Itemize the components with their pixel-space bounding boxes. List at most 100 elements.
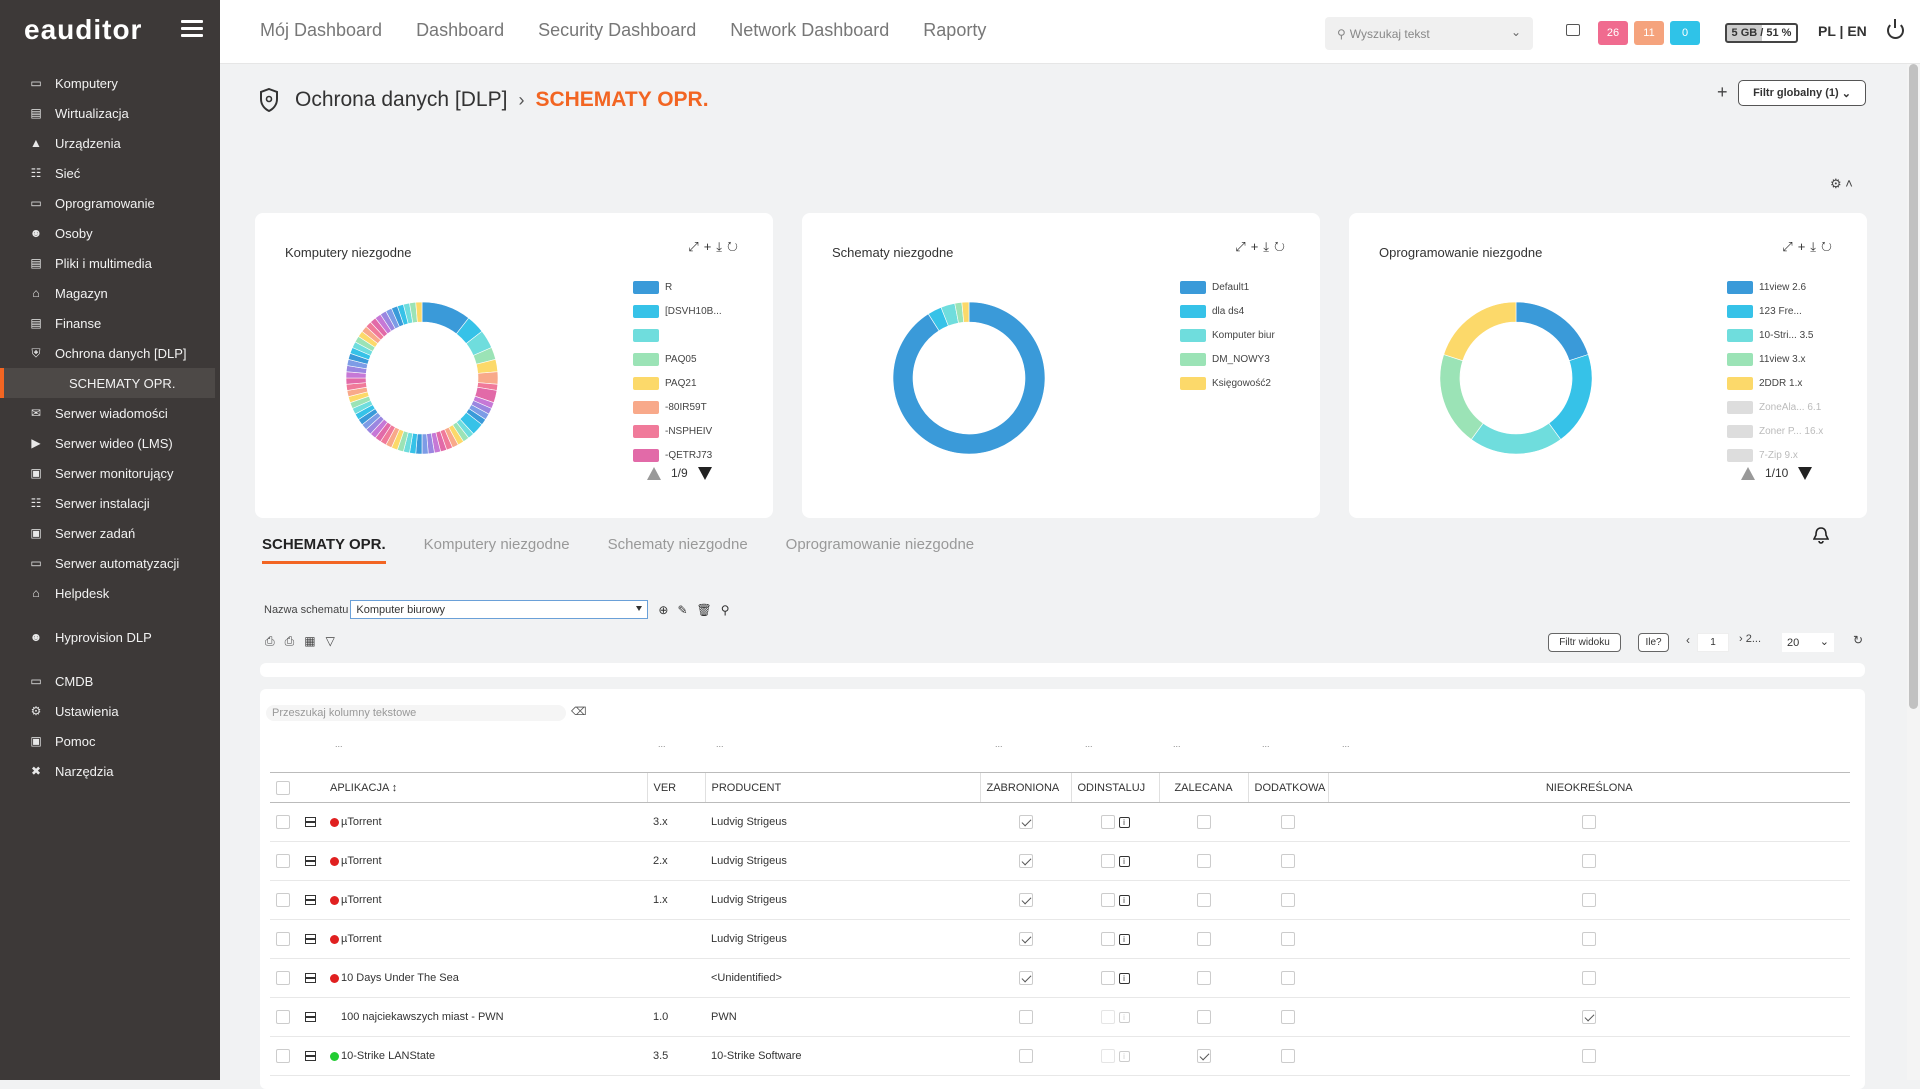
sidebar-item-3[interactable]: ☷ Sieć (0, 158, 220, 188)
donut-slice[interactable] (1548, 354, 1593, 440)
sidebar-item-18[interactable]: ☻ Hyprovision DLP (0, 622, 220, 652)
grid-icon[interactable]: ▦ (304, 634, 316, 648)
row-checkbox[interactable] (276, 932, 290, 946)
sidebar-item-13[interactable]: ▣ Serwer monitorujący (0, 458, 220, 488)
uninstall-checkbox[interactable] (1100, 1049, 1115, 1063)
forbidden-checkbox[interactable] (1018, 971, 1033, 985)
col-header-ver[interactable]: VER (646, 772, 705, 803)
bell-icon[interactable] (1813, 527, 1829, 544)
donut-slice[interactable] (1443, 301, 1517, 362)
legend-next-icon[interactable] (697, 466, 712, 480)
trash-icon[interactable]: 🗑 (696, 602, 712, 617)
legend-prev-icon[interactable] (647, 466, 661, 480)
info-icon[interactable]: i (1118, 972, 1130, 984)
tab-2[interactable]: Schematy niezgodne (607, 536, 748, 553)
table-row[interactable]: µTorrent Ludvig Strigeus i (270, 919, 1850, 959)
chevron-down-icon[interactable]: ⌄ (1510, 25, 1521, 39)
forbidden-checkbox[interactable] (1018, 1049, 1033, 1063)
uninstall-checkbox[interactable] (1100, 854, 1115, 868)
add-icon[interactable]: + (703, 239, 717, 254)
sidebar-item-19[interactable]: ▭ CMDB (0, 666, 220, 696)
legend-entry[interactable]: R (633, 275, 722, 299)
additional-checkbox[interactable] (1281, 815, 1295, 829)
recommended-checkbox[interactable] (1196, 932, 1211, 946)
forbidden-checkbox[interactable] (1018, 854, 1033, 868)
col-header-uninstall[interactable]: ODINSTALUJ (1070, 772, 1159, 803)
recommended-checkbox[interactable] (1196, 893, 1211, 907)
expand-icon[interactable]: ⤢ (1782, 239, 1798, 254)
donut-chart[interactable] (1439, 301, 1593, 455)
legend-entry[interactable]: 11view 2.6 (1727, 275, 1823, 299)
donut-slice[interactable] (415, 301, 423, 323)
alert-badge-orange[interactable]: 11 (1634, 21, 1664, 45)
info-icon[interactable]: i (1118, 855, 1130, 867)
donut-slice[interactable] (892, 301, 1046, 455)
details-icon[interactable] (305, 895, 317, 905)
undefined-checkbox[interactable] (1582, 854, 1596, 868)
col-header-app[interactable]: APLIKACJA ↕ (324, 772, 647, 803)
additional-checkbox[interactable] (1281, 854, 1295, 868)
sidebar-item-21[interactable]: ▣ Pomoc (0, 726, 220, 756)
donut-chart[interactable] (345, 301, 499, 455)
clear-search-icon[interactable]: ⌫ (571, 706, 587, 718)
row-checkbox[interactable] (276, 1010, 290, 1024)
power-icon[interactable] (1887, 19, 1904, 39)
legend-entry[interactable]: 2DDR 1.x (1727, 371, 1823, 395)
additional-checkbox[interactable] (1281, 971, 1295, 985)
view-filter-button[interactable]: Filtr widoku (1548, 633, 1621, 652)
tab-3[interactable]: Oprogramowanie niezgodne (785, 536, 975, 553)
topnav-item-3[interactable]: Network Dashboard (730, 20, 890, 40)
sidebar-item-14[interactable]: ☷ Serwer instalacji (0, 488, 220, 518)
table-row[interactable]: 100 najciekawszych miast - PWN 1.0 PWN i (270, 997, 1850, 1037)
legend-entry[interactable]: -QETRJ73 (633, 443, 722, 467)
select-all-checkbox[interactable] (276, 780, 290, 795)
sidebar-item-20[interactable]: ⚙ Ustawienia (0, 696, 220, 726)
tab-0[interactable]: SCHEMATY OPR. (262, 536, 386, 564)
legend-entry[interactable]: Zoner P... 16.x (1727, 419, 1823, 443)
search-input[interactable]: ⚲ Wyszukaj tekst ⌄ (1325, 17, 1533, 50)
uninstall-checkbox[interactable] (1100, 932, 1115, 946)
export-icon[interactable]: ⎙ (265, 634, 275, 648)
page-input[interactable]: 1 (1697, 633, 1729, 652)
row-checkbox[interactable] (276, 1049, 290, 1063)
details-icon[interactable] (305, 817, 317, 827)
sidebar-item-8[interactable]: ▤ Finanse (0, 308, 220, 338)
scrollbar[interactable] (1907, 64, 1920, 1080)
donut-chart[interactable] (892, 301, 1046, 455)
col-header-additional[interactable]: DODATKOWA (1247, 772, 1328, 803)
sidebar-item-22[interactable]: ✖ Narzędzia (0, 756, 220, 786)
topnav-item-4[interactable]: Raporty (923, 20, 987, 40)
legend-entry[interactable] (633, 323, 722, 347)
undefined-checkbox[interactable] (1582, 971, 1596, 985)
table-row[interactable]: 10 Days Under The Sea <Unidentified> i (270, 958, 1850, 998)
info-icon[interactable]: i (1118, 816, 1130, 828)
undefined-checkbox[interactable] (1582, 932, 1596, 946)
refresh-icon[interactable]: ↻ (1853, 633, 1864, 647)
topnav-item-0[interactable]: Mój Dashboard (260, 20, 383, 40)
info-icon[interactable]: i (1118, 1050, 1130, 1062)
column-search-input[interactable]: Przeszukaj kolumny tekstowe (266, 705, 566, 721)
sidebar-item-10[interactable]: SCHEMATY OPR. (0, 368, 215, 398)
sidebar-item-15[interactable]: ▣ Serwer zadań (0, 518, 220, 548)
donut-slice[interactable] (1439, 354, 1484, 440)
details-icon[interactable] (305, 1051, 317, 1061)
undefined-checkbox[interactable] (1582, 1049, 1596, 1063)
download-icon[interactable]: ⤓ (1263, 239, 1275, 254)
breadcrumb-section[interactable]: Ochrona danych [DLP] (295, 88, 508, 111)
language-switch[interactable]: PL | EN (1818, 23, 1867, 39)
undefined-checkbox[interactable] (1582, 893, 1596, 907)
info-icon[interactable]: i (1118, 933, 1130, 945)
scrollbar-thumb[interactable] (1909, 64, 1918, 709)
forbidden-checkbox[interactable] (1018, 1010, 1033, 1024)
sidebar-item-2[interactable]: ▲ Urządzenia (0, 128, 220, 158)
refresh-icon[interactable]: ↻ (727, 239, 743, 254)
legend-entry[interactable]: 11view 3.x (1727, 347, 1823, 371)
add-icon[interactable]: + (1717, 82, 1728, 102)
add-icon[interactable]: + (1797, 239, 1811, 254)
legend-entry[interactable]: 7-Zip 9.x (1727, 443, 1823, 467)
sidebar-item-5[interactable]: ☻ Osoby (0, 218, 220, 248)
download-icon[interactable]: ⤓ (1810, 239, 1822, 254)
undefined-checkbox[interactable] (1582, 1010, 1596, 1024)
search-icon[interactable]: ⚲ (720, 602, 730, 617)
uninstall-checkbox[interactable] (1100, 893, 1115, 907)
